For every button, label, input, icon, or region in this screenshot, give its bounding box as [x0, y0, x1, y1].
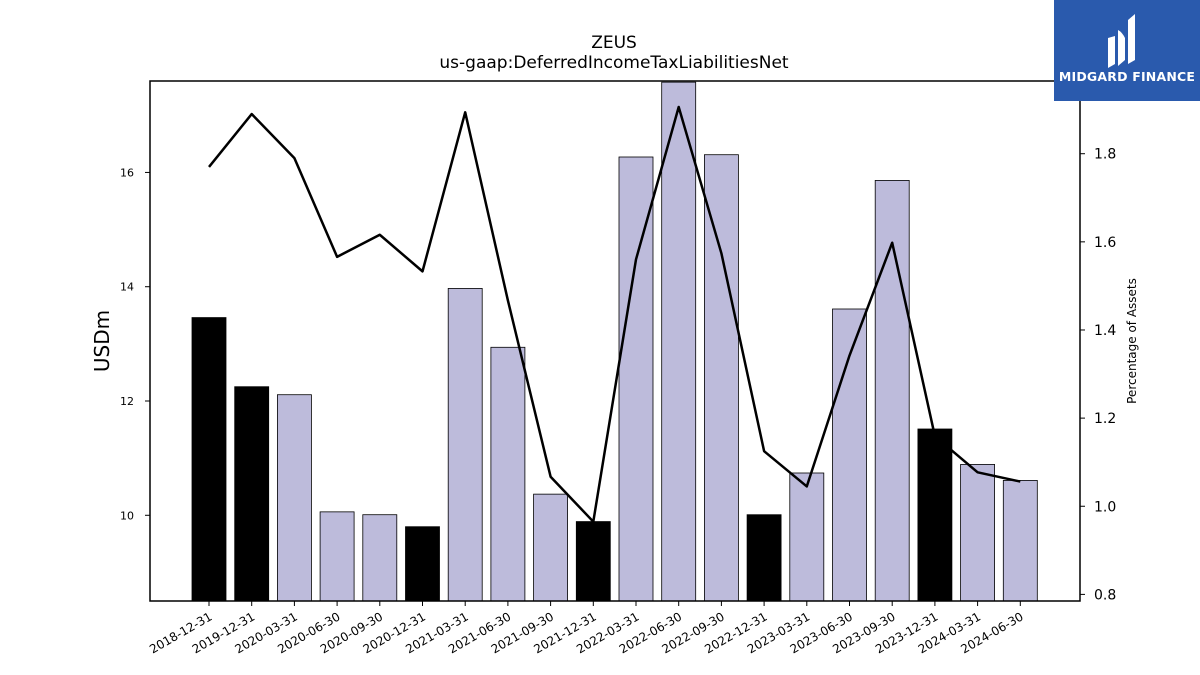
- y2-tick-label: 1.0: [1094, 499, 1116, 515]
- bar: [960, 464, 995, 602]
- y2-tick-label: 0.8: [1094, 587, 1116, 603]
- brand-name: MIDGARD FINANCE: [1058, 69, 1196, 84]
- y-tick-label: 10: [120, 509, 134, 522]
- chart-subtitle: us-gaap:DeferredIncomeTaxLiabilitiesNet: [439, 53, 789, 73]
- right-axis: 0.8 1.0 1.2 1.4 1.6 1.8: [1080, 147, 1116, 603]
- bar: [917, 428, 953, 602]
- y2-tick-label: 1.6: [1094, 235, 1116, 251]
- bar: [575, 521, 611, 602]
- bar: [191, 317, 227, 602]
- bar: [447, 288, 483, 602]
- left-axis: 10 12 14 16: [120, 166, 150, 522]
- y2-tick-label: 1.2: [1094, 411, 1116, 427]
- bar-series: [191, 81, 1038, 602]
- bar: [1002, 480, 1038, 602]
- bar: [874, 180, 910, 602]
- bar: [533, 493, 568, 602]
- bar: [661, 81, 697, 602]
- y2-tick-label: 1.8: [1094, 147, 1116, 163]
- bar: [362, 514, 398, 602]
- bar: [405, 526, 440, 602]
- series-line: [208, 105, 1021, 523]
- bar: [746, 514, 782, 602]
- bar: [319, 511, 355, 602]
- brand-logo: MIDGARD FINANCE: [1054, 0, 1200, 101]
- y-tick-label: 16: [120, 166, 134, 179]
- bar: [276, 394, 312, 602]
- y2-tick-label: 1.4: [1094, 323, 1116, 339]
- y-tick-label: 14: [120, 281, 134, 294]
- x-axis: 2018-12-312019-12-312020-03-312020-06-30…: [147, 601, 1026, 656]
- bar: [789, 472, 825, 602]
- chart-title: ZEUS: [591, 33, 637, 53]
- y-axis-label: USDm: [90, 310, 114, 372]
- bar: [704, 154, 739, 602]
- y2-axis-label: Percentage of Assets: [1125, 278, 1139, 404]
- logo-mark-icon: [1108, 14, 1135, 68]
- plot-frame: [149, 80, 1081, 602]
- y-tick-label: 12: [120, 395, 134, 408]
- line-series: [208, 105, 1021, 523]
- bar: [234, 386, 270, 602]
- bar: [490, 346, 526, 602]
- bar: [618, 156, 654, 602]
